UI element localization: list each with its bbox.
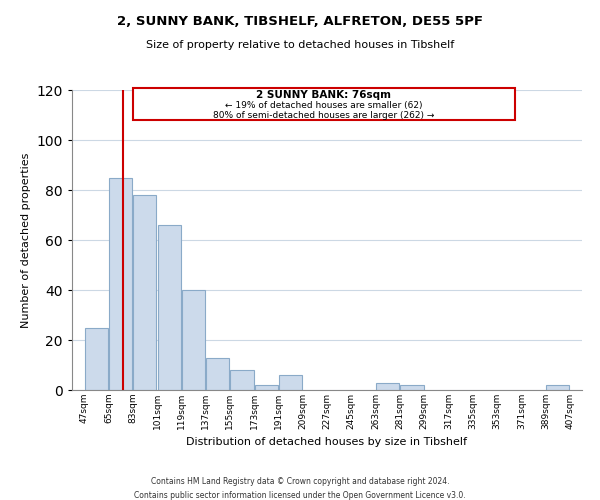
Text: Contains HM Land Registry data © Crown copyright and database right 2024.: Contains HM Land Registry data © Crown c… [151,478,449,486]
Bar [158,225,181,390]
Bar [85,328,108,390]
Bar [546,385,569,390]
Text: Size of property relative to detached houses in Tibshelf: Size of property relative to detached ho… [146,40,454,50]
Bar [133,195,157,390]
Bar [376,382,400,390]
Bar [254,385,278,390]
Bar [279,375,302,390]
Bar [400,385,424,390]
FancyBboxPatch shape [133,88,515,120]
Y-axis label: Number of detached properties: Number of detached properties [21,152,31,328]
X-axis label: Distribution of detached houses by size in Tibshelf: Distribution of detached houses by size … [187,438,467,448]
Text: 80% of semi-detached houses are larger (262) →: 80% of semi-detached houses are larger (… [213,112,434,120]
Bar [206,358,229,390]
Text: 2 SUNNY BANK: 76sqm: 2 SUNNY BANK: 76sqm [256,90,391,100]
Bar [182,290,205,390]
Bar [109,178,132,390]
Text: Contains public sector information licensed under the Open Government Licence v3: Contains public sector information licen… [134,491,466,500]
Text: ← 19% of detached houses are smaller (62): ← 19% of detached houses are smaller (62… [225,101,422,110]
Bar [230,370,254,390]
Text: 2, SUNNY BANK, TIBSHELF, ALFRETON, DE55 5PF: 2, SUNNY BANK, TIBSHELF, ALFRETON, DE55 … [117,15,483,28]
